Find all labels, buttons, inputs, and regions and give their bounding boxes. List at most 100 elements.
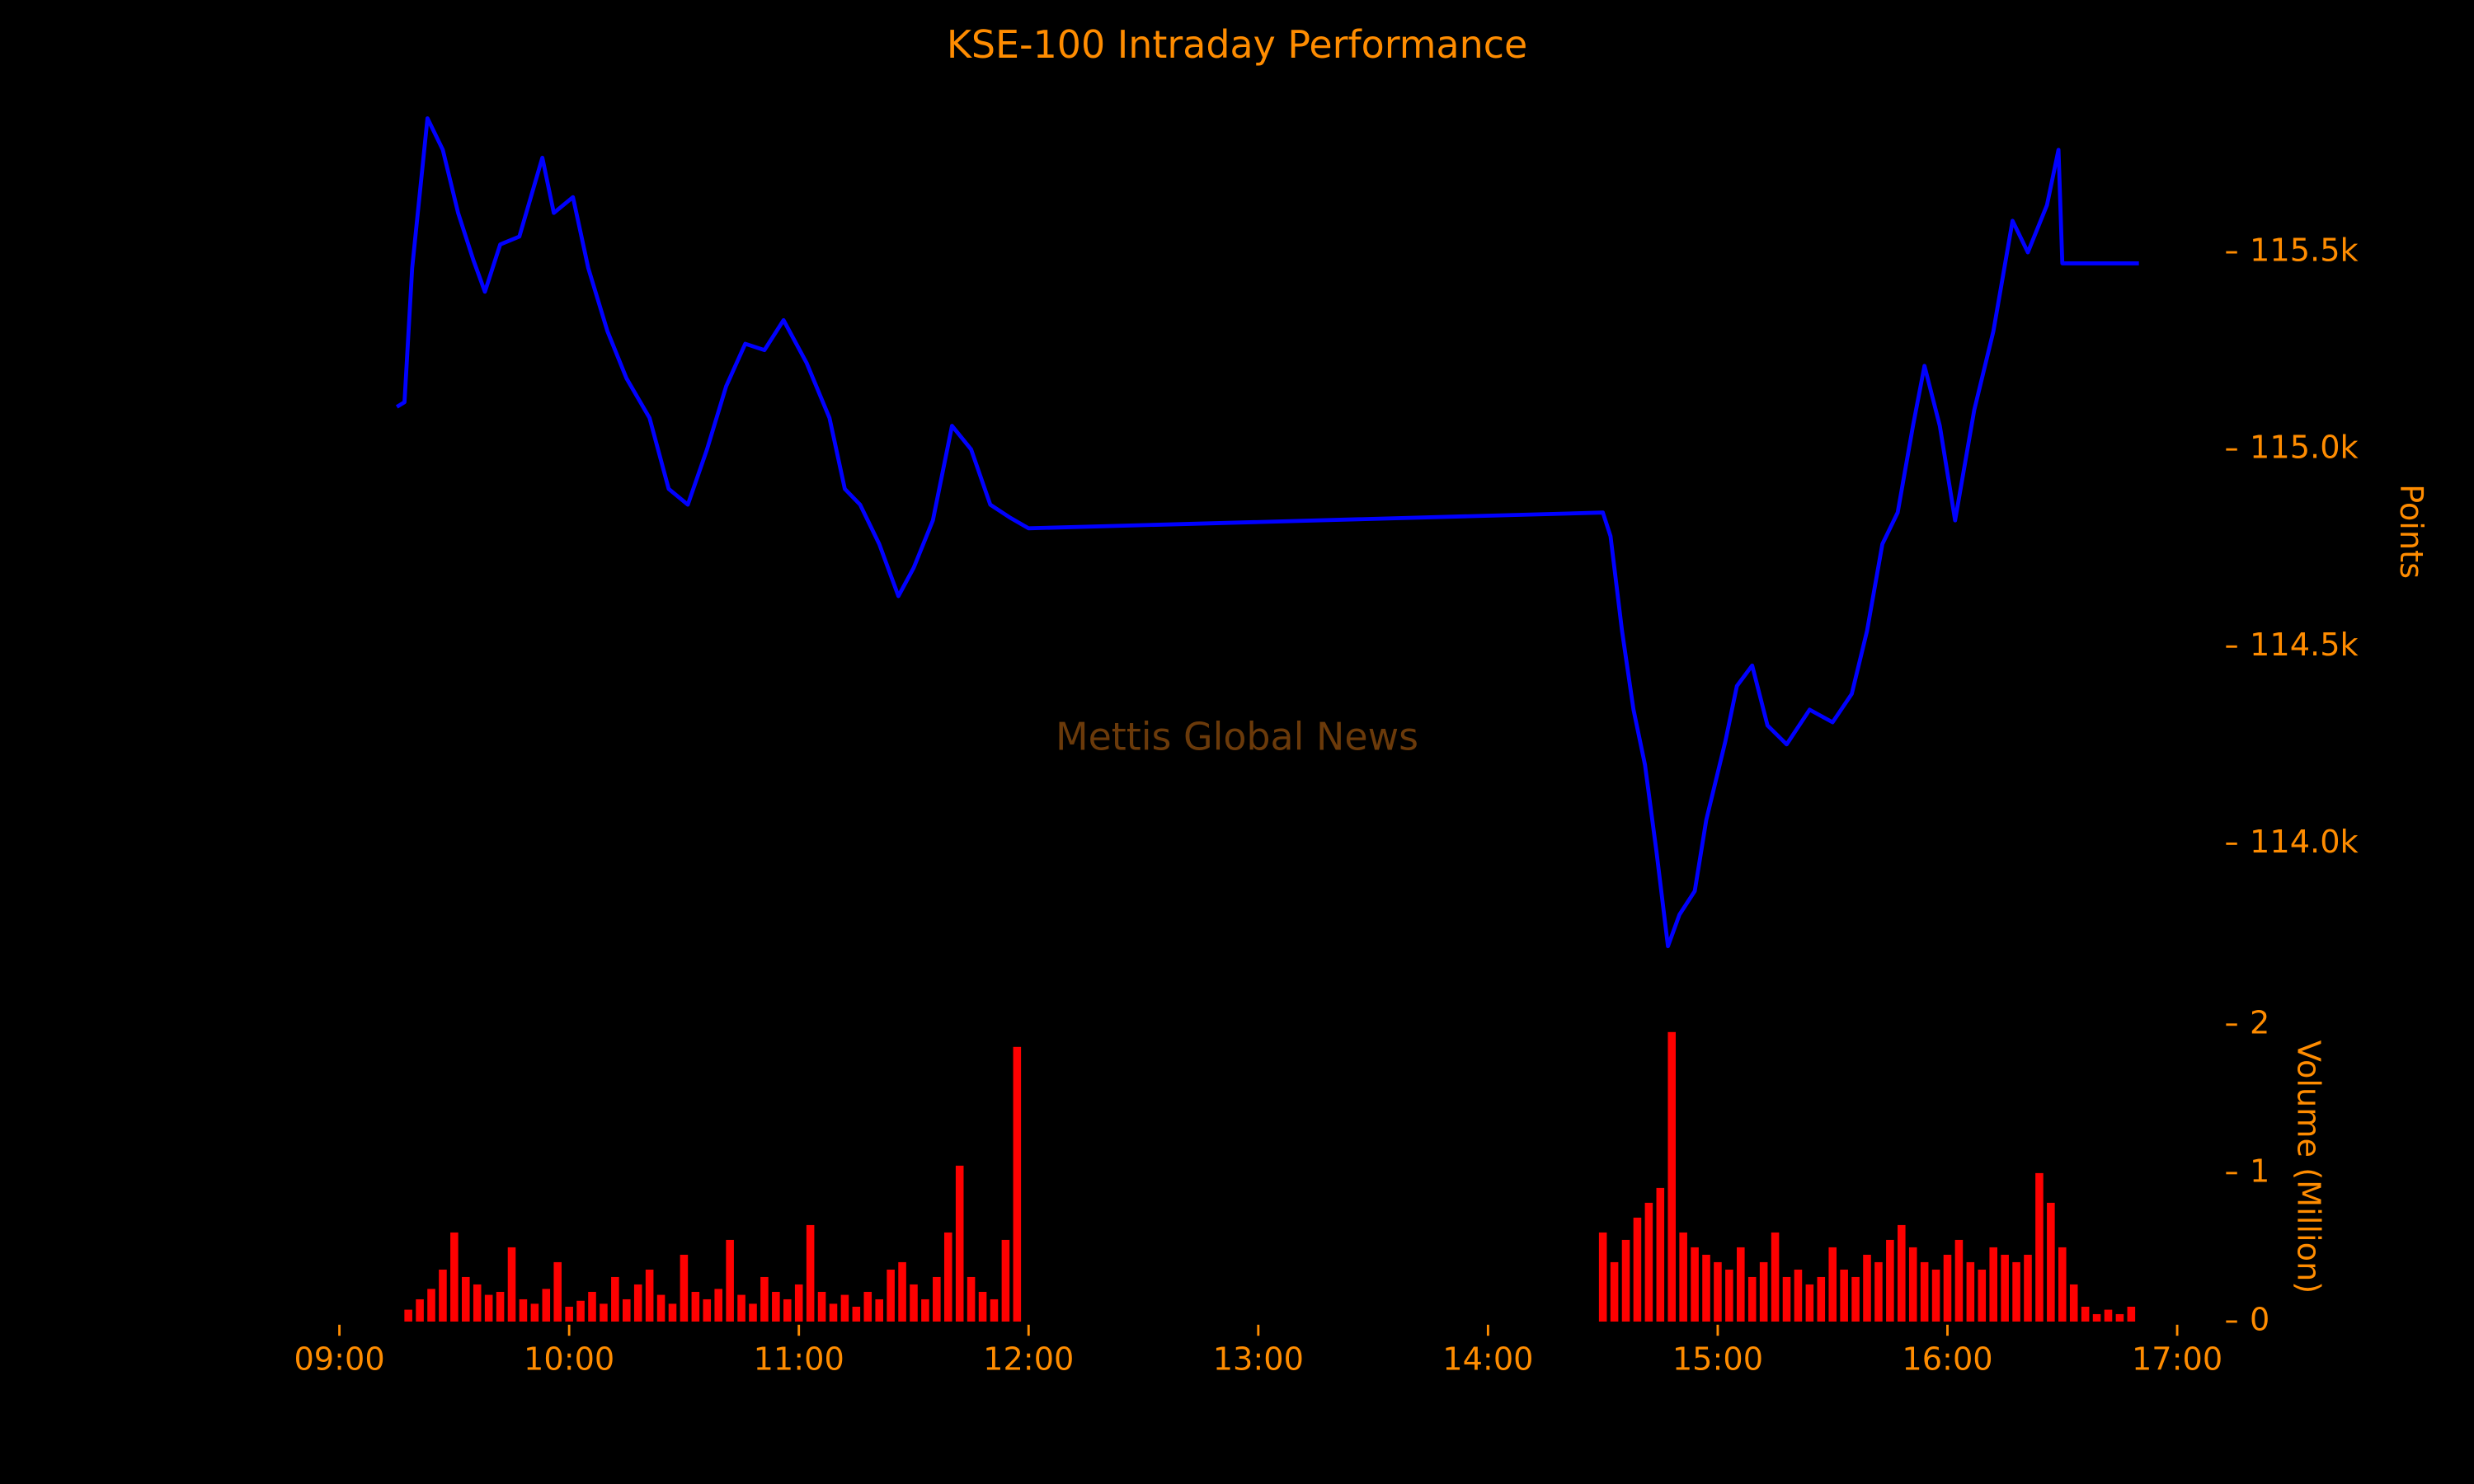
y-tick-label: 115.5k xyxy=(2250,232,2359,270)
volume-bar xyxy=(2024,1254,2032,1322)
volume-bar xyxy=(2092,1313,2101,1322)
volume-bar xyxy=(910,1284,918,1322)
y-tick-label: 115.0k xyxy=(2250,430,2359,467)
volume-bar xyxy=(519,1298,528,1322)
volume-bar xyxy=(978,1291,987,1322)
volume-bar xyxy=(1989,1247,1997,1322)
volume-bar xyxy=(588,1291,596,1322)
volume-bar xyxy=(600,1303,608,1322)
volume-bar xyxy=(680,1254,689,1322)
volume-bar xyxy=(1610,1261,1619,1322)
x-tick-label: 13:00 xyxy=(1213,1341,1304,1378)
x-tick-label: 10:00 xyxy=(524,1341,614,1378)
volume-bar xyxy=(1633,1217,1642,1322)
x-tick-label: 11:00 xyxy=(754,1341,844,1378)
volume-bar xyxy=(1898,1224,1906,1322)
volume-bar xyxy=(1966,1261,1975,1322)
volume-bar xyxy=(1771,1232,1780,1322)
volume-bar xyxy=(623,1298,631,1322)
volume-bar xyxy=(611,1276,619,1322)
volume-bar xyxy=(875,1298,883,1322)
volume-bar xyxy=(496,1291,505,1322)
volume-bar xyxy=(2081,1306,2090,1322)
volume-bar xyxy=(1656,1187,1665,1322)
y-tick-label: 114.0k xyxy=(2250,824,2359,861)
volume-bar xyxy=(1828,1247,1837,1322)
chart-title: KSE-100 Intraday Performance xyxy=(947,22,1527,67)
volume-bar xyxy=(898,1261,906,1322)
volume-bar xyxy=(714,1289,722,1322)
volume-bar xyxy=(829,1303,838,1322)
volume-bar xyxy=(2012,1261,2020,1322)
volume-bar xyxy=(473,1284,482,1322)
volume-bar xyxy=(1621,1239,1630,1322)
x-tick-label: 09:00 xyxy=(294,1341,384,1378)
volume-bar xyxy=(943,1232,952,1322)
y-axis-label: Volume (Million) xyxy=(2289,1040,2326,1294)
volume-bar xyxy=(1714,1261,1722,1322)
x-tick-label: 16:00 xyxy=(1902,1341,1992,1378)
volume-bar xyxy=(806,1224,815,1322)
volume-bar xyxy=(1794,1269,1803,1322)
volume-bar xyxy=(542,1289,551,1322)
volume-bar xyxy=(1013,1046,1022,1322)
volume-bar xyxy=(1840,1269,1848,1322)
volume-bar xyxy=(933,1276,941,1322)
volume-bar xyxy=(1667,1031,1677,1322)
volume-bar xyxy=(921,1298,929,1322)
volume-bar xyxy=(1702,1254,1710,1322)
x-tick-label: 15:00 xyxy=(1672,1341,1763,1378)
volume-bar xyxy=(2104,1309,2113,1322)
volume-bar xyxy=(1747,1276,1757,1322)
volume-bar xyxy=(530,1303,539,1322)
volume-bar xyxy=(576,1300,585,1322)
volume-bar xyxy=(691,1291,700,1322)
volume-bar xyxy=(1679,1232,1687,1322)
volume-bar xyxy=(1001,1239,1010,1322)
volume-bar xyxy=(1759,1261,1768,1322)
volume-bar xyxy=(2115,1313,2124,1322)
volume-bar xyxy=(484,1294,493,1322)
volume-bar xyxy=(1644,1202,1653,1322)
volume-bar xyxy=(1931,1269,1940,1322)
volume-bar xyxy=(404,1309,412,1322)
volume-bar xyxy=(1920,1261,1929,1322)
volume-bar xyxy=(726,1239,734,1322)
y-tick-label: 2 xyxy=(2250,1004,2269,1041)
volume-bar xyxy=(1725,1269,1733,1322)
volume-bar xyxy=(1863,1254,1871,1322)
y-axis-label: Points xyxy=(2392,484,2429,579)
volume-bar xyxy=(450,1232,459,1322)
volume-bar xyxy=(2047,1202,2055,1322)
volume-bar xyxy=(1978,1269,1987,1322)
y-tick-label: 114.5k xyxy=(2250,627,2359,664)
volume-bar xyxy=(2127,1306,2136,1322)
volume-bar xyxy=(760,1276,769,1322)
volume-bar xyxy=(749,1303,757,1322)
volume-bar xyxy=(2058,1247,2067,1322)
volume-bar xyxy=(565,1306,573,1322)
volume-bar xyxy=(633,1284,642,1322)
y-tick-label: 1 xyxy=(2250,1153,2269,1190)
volume-bar xyxy=(1943,1254,1952,1322)
x-tick-label: 14:00 xyxy=(1442,1341,1533,1378)
watermark: Mettis Global News xyxy=(1056,715,1418,759)
volume-bar xyxy=(772,1291,780,1322)
price-line xyxy=(395,116,2139,949)
volume-bar xyxy=(955,1165,964,1322)
volume-bar xyxy=(817,1291,826,1322)
volume-bar xyxy=(1737,1247,1745,1322)
volume-bar xyxy=(737,1294,745,1322)
volume-bar xyxy=(1954,1239,1964,1322)
volume-bar xyxy=(668,1303,677,1322)
volume-bar xyxy=(783,1298,792,1322)
volume-bar xyxy=(1886,1239,1894,1322)
volume-bar xyxy=(967,1276,976,1322)
volume-bar xyxy=(863,1291,872,1322)
volume-bar xyxy=(1817,1276,1826,1322)
volume-bar xyxy=(1805,1284,1814,1322)
volume-bar xyxy=(439,1269,447,1322)
volume-bar xyxy=(1598,1232,1607,1322)
x-tick-label: 12:00 xyxy=(983,1341,1074,1378)
